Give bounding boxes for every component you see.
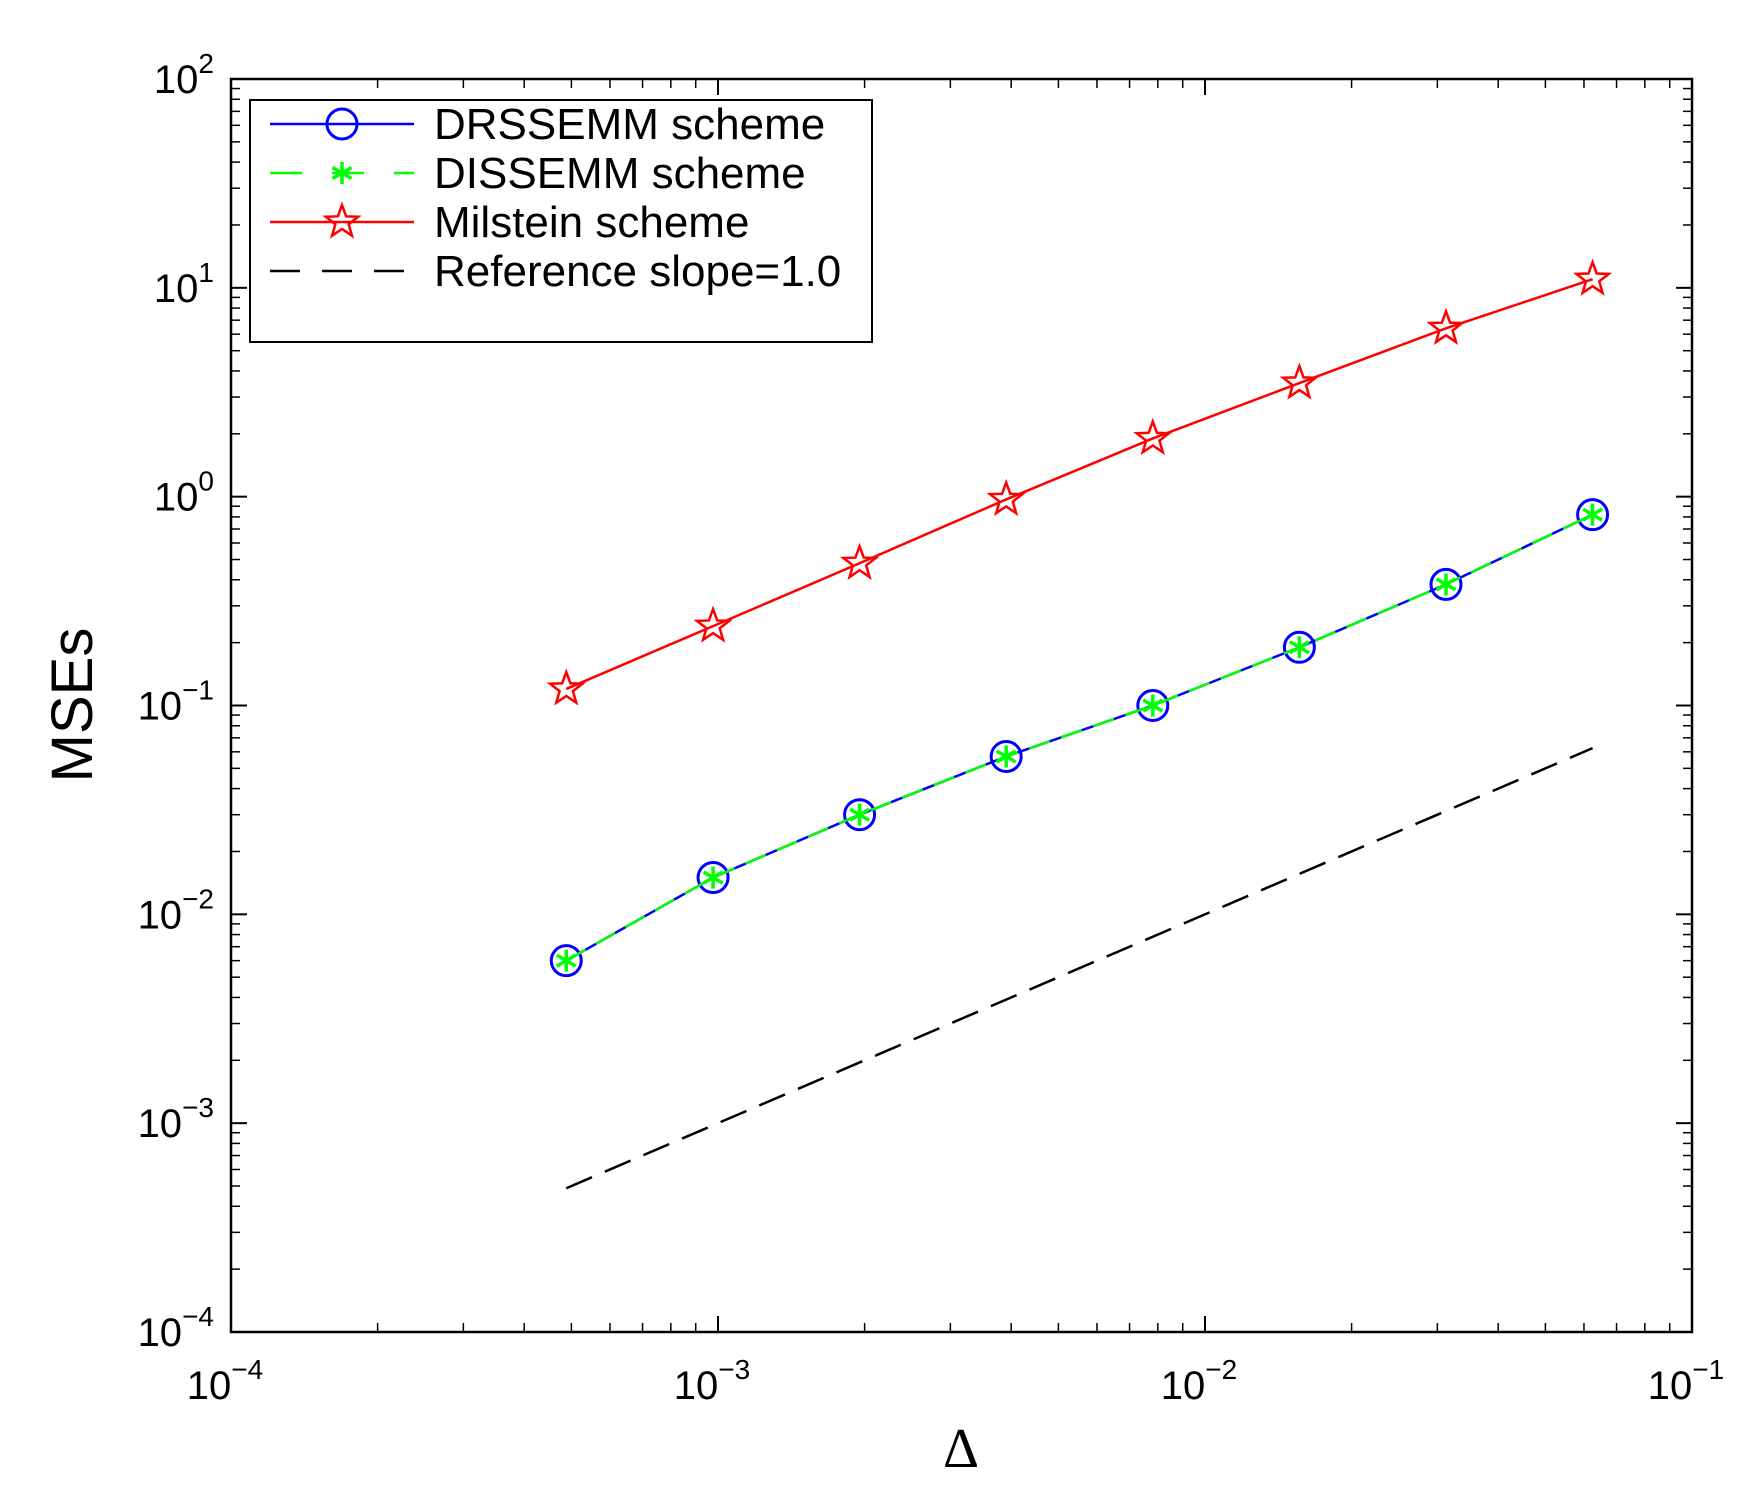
data-point-milstein-scheme: [1426, 307, 1466, 346]
data-point-drssemm-scheme: [1136, 689, 1170, 722]
series-line-milstein-scheme: [565, 278, 1593, 691]
data-point-milstein-scheme: [1133, 417, 1173, 456]
data-point-drssemm-scheme: [696, 861, 730, 895]
asterisk-stroke: [1582, 507, 1603, 522]
series-line-reference-slope-1-0: [565, 746, 1594, 1190]
x-tick-label: 10−3: [674, 1354, 750, 1408]
y-tick-label: 10−2: [138, 883, 214, 937]
data-point-dissemm-scheme: [555, 949, 577, 972]
data-point-dissemm-scheme: [1582, 503, 1603, 526]
x-tick-label: 10−1: [1648, 1354, 1724, 1408]
data-point-dissemm-scheme: [995, 745, 1017, 768]
series-layer: [546, 258, 1613, 1190]
data-point-drssemm-scheme: [1576, 498, 1610, 532]
y-axis-title: MSEs: [40, 628, 105, 783]
data-point-drssemm-scheme: [843, 798, 877, 832]
legend-label-dissemm-scheme: DISSEMM scheme: [434, 149, 806, 198]
x-tick-label: 10−4: [187, 1354, 263, 1408]
asterisk-stroke: [1288, 640, 1310, 655]
data-point-milstein-scheme: [839, 542, 880, 580]
data-point-milstein-scheme: [1572, 258, 1613, 296]
asterisk-stroke: [702, 870, 724, 885]
legend-label-milstein-scheme: Milstein scheme: [434, 198, 749, 247]
plot-frame: [229, 77, 1694, 1334]
asterisk-stroke: [1435, 577, 1457, 592]
data-point-dissemm-scheme: [1142, 694, 1164, 717]
asterisk-stroke: [331, 165, 353, 181]
legend-label-reference-slope-1-0: Reference slope=1.0: [434, 247, 841, 296]
asterisk-stroke: [555, 953, 577, 968]
tick-labels: 10−4 10−3 10−2 10−1 10−4 10−3 10−2 10−1 100 101 10…: [138, 48, 1725, 1408]
data-point-milstein-scheme: [546, 668, 586, 706]
x-axis-title: Δ: [943, 1418, 979, 1480]
data-point-dissemm-scheme: [849, 803, 870, 826]
series-line-dissemm-scheme: [565, 513, 1594, 962]
y-tick-label: 101: [154, 257, 214, 311]
legend-label-drssemm-scheme: DRSSEMM scheme: [434, 100, 825, 149]
legend-marker-dissemm-scheme: [331, 162, 353, 184]
asterisk-stroke: [1142, 698, 1164, 713]
data-point-drssemm-scheme: [549, 944, 583, 978]
data-point-milstein-scheme: [986, 478, 1026, 517]
data-point-dissemm-scheme: [1435, 573, 1457, 596]
legend-marker-drssemm-scheme: [325, 107, 359, 141]
data-point-milstein-scheme: [693, 605, 733, 643]
data-point-dissemm-scheme: [1288, 636, 1310, 659]
data-point-dissemm-scheme: [702, 866, 724, 889]
data-point-milstein-scheme: [1279, 362, 1320, 400]
y-tick-label: 102: [154, 48, 214, 102]
asterisk-stroke: [849, 807, 870, 822]
data-point-drssemm-scheme: [1429, 567, 1463, 601]
y-tick-label: 10−4: [138, 1301, 214, 1355]
minor-ticks: [231, 79, 1692, 1332]
data-point-drssemm-scheme: [989, 739, 1023, 773]
x-tick-label: 10−2: [1161, 1354, 1237, 1408]
legend-marker-milstein-scheme: [322, 201, 362, 239]
data-point-drssemm-scheme: [1282, 630, 1316, 664]
asterisk-stroke: [995, 749, 1017, 764]
y-tick-label: 100: [154, 466, 214, 520]
y-tick-label: 10−3: [138, 1092, 214, 1146]
y-tick-label: 10−1: [138, 675, 214, 729]
